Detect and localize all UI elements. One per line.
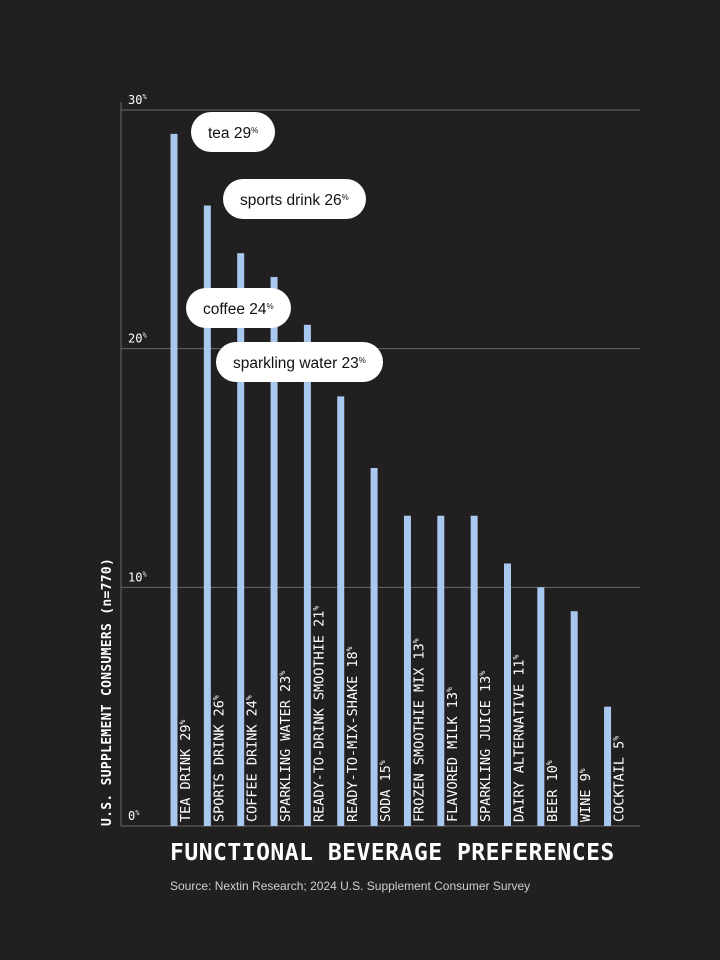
callouts: tea 29% sports drink 26% coffee 24% sparkli… [186, 112, 383, 382]
bar-label: TEA DRINK 29% [178, 719, 194, 822]
bar [570, 611, 578, 826]
callout-pill [191, 112, 275, 152]
y-tick-label: 10% [128, 570, 147, 584]
bar [604, 706, 612, 826]
bar-label: SPARKLING WATER 23% [278, 671, 294, 822]
callout: sparkling water 23% [216, 342, 383, 382]
callout: sports drink 26% [223, 179, 366, 219]
bar-label: DAIRY ALTERNATIVE 11% [512, 654, 528, 822]
callout-pill [223, 179, 366, 219]
callout: tea 29% [191, 112, 275, 152]
bar [170, 133, 178, 826]
callout-text: sports drink 26% [240, 192, 349, 209]
bar-label: COCKTAIL 5% [612, 736, 628, 822]
chart-source: Source: Nextin Research; 2024 U.S. Suppl… [170, 879, 531, 893]
bar [203, 205, 211, 826]
bar [504, 563, 511, 826]
bar [437, 515, 445, 826]
bar [303, 324, 311, 826]
bars [170, 133, 612, 827]
bar-label: BEER 10% [545, 760, 561, 822]
callout-text: tea 29% [208, 125, 258, 142]
bar-label: WINE 9% [578, 768, 594, 822]
y-axis-label: U.S. SUPPLEMENT CONSUMERS (n=770) [100, 558, 115, 826]
chart-title: FUNCTIONAL BEVERAGE PREFERENCES [170, 840, 615, 866]
bar-label: SPARKLING JUICE 13% [478, 671, 494, 822]
y-axis-ticks: 0% 10% 20% 30% [128, 93, 147, 823]
bar [237, 253, 245, 826]
callout-pill [216, 342, 383, 382]
bar-label: FROZEN SMOOTHIE MIX 13% [411, 638, 427, 822]
bar-label: SPORTS DRINK 26% [211, 695, 227, 822]
bar [337, 396, 345, 826]
callout-pill [186, 288, 291, 328]
bar-label: SODA 15% [378, 760, 394, 822]
bar-label: COFFEE DRINK 24% [245, 695, 261, 822]
bar-label: FLAVORED MILK 13% [445, 687, 461, 822]
y-tick-label: 0% [128, 809, 140, 823]
bar [403, 515, 411, 826]
callout-text: sparkling water 23% [233, 355, 366, 372]
bar-label: READY-TO-DRINK SMOOTHIE 21% [311, 606, 327, 822]
bar [270, 277, 278, 827]
callout: coffee 24% [186, 288, 291, 328]
y-tick-label: 30% [128, 93, 147, 107]
bar-label: READY-TO-MIX-SHAKE 18% [345, 646, 361, 822]
callout-text: coffee 24% [203, 301, 274, 318]
y-tick-label: 20% [128, 332, 147, 346]
bar [370, 468, 378, 826]
gridlines [120, 102, 640, 827]
bar [470, 515, 478, 826]
bar-labels: TEA DRINK 29% SPORTS DRINK 26% COFFEE DRIN… [178, 606, 628, 822]
bar [537, 587, 545, 826]
